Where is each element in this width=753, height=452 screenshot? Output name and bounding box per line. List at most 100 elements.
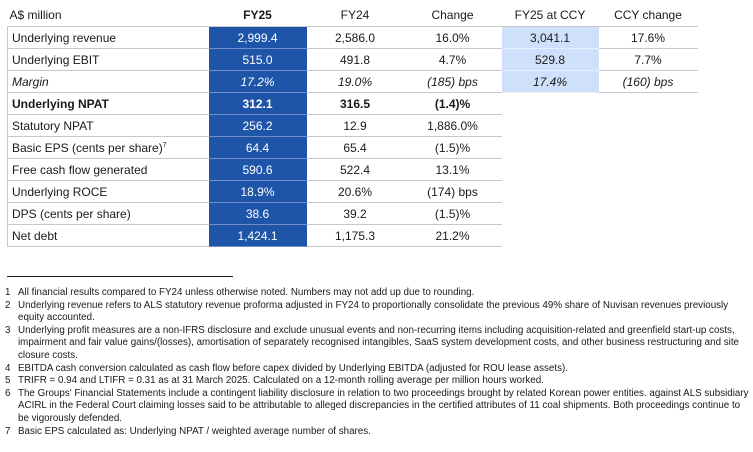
header-change: Change <box>403 4 502 27</box>
footnote-text: Underlying revenue refers to ALS statuto… <box>18 299 729 324</box>
footnote-text: TRIFR = 0.94 and LTIFR = 0.31 as at 31 M… <box>18 375 544 387</box>
empty-cell <box>599 159 698 181</box>
cell-change: 13.1% <box>403 158 502 181</box>
cell-fy25: 312.1 <box>208 92 307 115</box>
footnote-ref: 7 <box>162 141 167 149</box>
header-fy25: FY25 <box>208 4 307 27</box>
row-label: DPS (cents per share) <box>7 202 209 225</box>
footnote-number: 7 <box>5 425 11 437</box>
row-label: Underlying revenue <box>7 26 209 49</box>
footnote-number: 6 <box>5 387 11 399</box>
table-row: Free cash flow generated 590.6 522.4 13.… <box>7 158 698 181</box>
cell-fy24: 12.9 <box>306 114 404 137</box>
header-fy25-ccy: FY25 at CCY <box>501 4 599 27</box>
empty-cell <box>599 181 698 203</box>
empty-cell <box>502 225 599 247</box>
cell-fy24: 20.6% <box>306 180 404 203</box>
row-label: Underlying EBIT <box>7 48 209 71</box>
empty-cell <box>599 203 698 225</box>
header-ccy-change: CCY change <box>598 4 698 27</box>
empty-cell <box>502 115 599 137</box>
footnote-number: 1 <box>5 287 11 298</box>
header-fy24: FY24 <box>306 4 404 27</box>
cell-change: (185) bps <box>403 70 502 93</box>
cell-fy25-ccy: 17.4% <box>501 70 599 93</box>
cell-fy24: 65.4 <box>306 136 404 159</box>
footnote-text: Basic EPS calculated as: Underlying NPAT… <box>18 425 371 437</box>
empty-cell <box>502 159 599 181</box>
financial-summary-table: A$ million FY25 FY24 Change FY25 at CCY … <box>7 4 698 247</box>
cell-fy24: 491.8 <box>306 48 404 71</box>
footnote: 1 All financial results compared to FY24 … <box>5 287 750 300</box>
footnote: 6 The Groups' Financial Statements includ… <box>5 388 750 426</box>
cell-change: (1.5)% <box>403 136 502 159</box>
row-label: Basic EPS (cents per share)7 <box>7 136 209 159</box>
cell-change: 21.2% <box>403 224 502 247</box>
table-row: Underlying EBIT 515.0 491.8 4.7% 529.8 7… <box>7 48 698 71</box>
cell-fy25: 38.6 <box>208 202 307 225</box>
empty-cell <box>502 181 599 203</box>
cell-fy24: 316.5 <box>306 92 404 115</box>
cell-ccy-change: 17.6% <box>598 26 698 49</box>
cell-fy25: 17.2% <box>208 70 307 93</box>
cell-fy25-ccy: 529.8 <box>501 48 599 71</box>
table-row: Statutory NPAT 256.2 12.9 1,886.0% <box>7 114 698 137</box>
cell-fy25-ccy: 3,041.1 <box>501 26 599 49</box>
cell-fy24: 1,175.3 <box>306 224 404 247</box>
cell-fy25: 1,424.1 <box>208 224 307 247</box>
header-label: A$ million <box>7 4 209 27</box>
cell-change: 16.0% <box>403 26 502 49</box>
footnote-number: 3 <box>5 324 11 336</box>
row-label-text: Basic EPS (cents per share) <box>12 140 163 155</box>
row-label: Underlying NPAT <box>7 92 209 115</box>
cell-change: (1.5)% <box>403 202 502 225</box>
table-row: DPS (cents per share) 38.6 39.2 (1.5)% <box>7 202 698 225</box>
cell-fy25: 256.2 <box>208 114 307 137</box>
cell-fy25: 515.0 <box>208 48 307 71</box>
empty-cell <box>502 93 599 115</box>
table-row: Underlying NPAT 312.1 316.5 (1.4)% <box>7 92 698 115</box>
row-label: Net debt <box>7 224 209 247</box>
cell-fy24: 522.4 <box>306 158 404 181</box>
cell-fy24: 19.0% <box>306 70 404 93</box>
row-label: Free cash flow generated <box>7 158 209 181</box>
row-label: Statutory NPAT <box>7 114 209 137</box>
cell-change: 4.7% <box>403 48 502 71</box>
empty-cell <box>599 225 698 247</box>
table-row: Net debt 1,424.1 1,175.3 21.2% <box>7 224 698 247</box>
table-header-row: A$ million FY25 FY24 Change FY25 at CCY … <box>7 4 698 27</box>
empty-cell <box>599 115 698 137</box>
cell-fy24: 2,586.0 <box>306 26 404 49</box>
footnote: 4 EBITDA cash conversion calculated as ca… <box>5 363 750 376</box>
footnote: 7 Basic EPS calculated as: Underlying NPA… <box>5 426 750 439</box>
footnote: 3 Underlying profit measures are a non-IF… <box>5 325 750 363</box>
table-row: Basic EPS (cents per share)7 64.4 65.4 (… <box>7 136 698 159</box>
empty-cell <box>502 203 599 225</box>
footnote-divider <box>7 276 233 277</box>
footnote-text: All financial results compared to FY24 u… <box>18 287 475 298</box>
footnotes-list: 1 All financial results compared to FY24 … <box>5 287 750 438</box>
cell-ccy-change: (160) bps <box>598 70 698 93</box>
footnote-text: EBITDA cash conversion calculated as cas… <box>18 362 568 374</box>
empty-cell <box>599 93 698 115</box>
cell-change: (174) bps <box>403 180 502 203</box>
table-row: Margin 17.2% 19.0% (185) bps 17.4% (160)… <box>7 70 698 93</box>
cell-fy25: 18.9% <box>208 180 307 203</box>
footnote-number: 5 <box>5 375 11 387</box>
row-label: Margin <box>7 70 209 93</box>
footnote: 2 Underlying revenue refers to ALS statut… <box>5 300 750 325</box>
cell-fy25: 590.6 <box>208 158 307 181</box>
footnote: 5 TRIFR = 0.94 and LTIFR = 0.31 as at 31 … <box>5 375 750 388</box>
cell-change: (1.4)% <box>403 92 502 115</box>
footnote-text: The Groups' Financial Statements include… <box>18 387 749 424</box>
table-row: Underlying revenue 2,999.4 2,586.0 16.0%… <box>7 26 698 49</box>
cell-fy24: 39.2 <box>306 202 404 225</box>
footnote-text: Underlying profit measures are a non-IFR… <box>18 324 739 361</box>
cell-change: 1,886.0% <box>403 114 502 137</box>
empty-cell <box>502 137 599 159</box>
cell-fy25: 64.4 <box>208 136 307 159</box>
cell-fy25: 2,999.4 <box>208 26 307 49</box>
footnote-number: 2 <box>5 299 11 311</box>
footnote-number: 4 <box>5 362 11 374</box>
table-row: Underlying ROCE 18.9% 20.6% (174) bps <box>7 180 698 203</box>
